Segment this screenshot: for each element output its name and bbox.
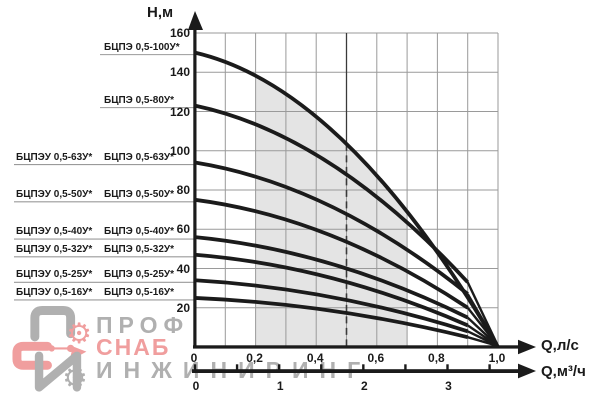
x-tick-label-m3h-2: 2 [360,379,368,393]
pump-curve-1 [194,103,470,284]
pump-label-5: БЦПЭ 0,5-32У* [104,243,175,255]
pump-label-2: БЦПЭ 0,5-63У* [104,151,175,163]
m3h-axis-tick [404,364,407,370]
logo-letter-p [30,306,76,342]
x-tick-label-m3h-0: 0 [192,379,200,393]
pump-label-secondary-5: БЦПЭУ 0,5-32У* [16,243,93,255]
y-tick-label-40: 40 [176,261,190,276]
pump-curve-3 [194,197,469,310]
watermark-text-prof: ПРОФ [96,312,190,338]
x-tick-label-lps-1: 0,2 [246,351,263,365]
pump-curve-0 [194,50,500,348]
m3h-axis-tick [235,364,239,370]
y-tick-label-120: 120 [169,104,190,119]
gear-icon: ⚙ [62,361,87,394]
m3h-axis-tick [362,364,365,370]
y-tick-label-160: 160 [169,26,190,40]
x-tick-label-lps-3: 0,6 [367,351,385,365]
pump-label-3: БЦПЭ 0,5-50У* [104,188,175,200]
watermark-text-snab: СНАБ [96,334,171,360]
m3h-axis-tick [320,364,323,370]
x-tick-label-m3h-1: 1 [276,379,284,393]
logo-circuit-dot [48,345,55,352]
pump-label-secondary-6: БЦПЭУ 0,5-25У* [16,269,93,281]
x-axis-m3h-line [192,369,521,373]
pump-label-secondary-2: БЦПЭУ 0,5-63У* [16,151,93,163]
pump-label-0: БЦПЭ 0,5-100У* [104,41,180,53]
m3h-axis-tick [277,364,281,370]
pump-curve-end-segment-2 [466,293,500,347]
gear-icon: ⚙ [66,317,91,350]
logo-letter-i [34,351,82,392]
y-tick-label-80: 80 [176,183,190,197]
pump-curve-end-segment-7 [467,336,499,348]
m3h-axis-tick [193,364,197,370]
x-tick-label-m3h-3: 3 [445,379,452,393]
x-axis-title-lps: Q,л/с [541,337,579,354]
pump-curve-2 [194,160,469,296]
pump-label-secondary-4: БЦПЭУ 0,5-40У* [16,226,93,238]
pump-label-secondary-3: БЦПЭУ 0,5-50У* [16,188,93,200]
x-axis-lps-line [193,345,521,349]
y-axis-title: Н,м [147,4,174,21]
x-axis-m3h-arrow-icon [518,363,536,379]
y-tick-label-20: 20 [176,300,190,315]
y-tick-label-60: 60 [176,222,190,237]
m3h-axis-tick [488,364,491,370]
pump-curve-5 [194,252,469,328]
pump-label-7: БЦПЭ 0,5-16У* [104,286,175,298]
x-tick-label-lps-0: 0 [190,351,198,365]
y-tick-label-140: 140 [169,65,190,80]
x-tick-label-lps-5: 1,0 [488,351,506,365]
pump-curve-7 [194,296,469,340]
m3h-axis-tick [446,364,449,370]
y-axis-line [193,26,197,349]
x-tick-label-lps-4: 0,8 [428,351,445,365]
pump-label-secondary-7: БЦПЭУ 0,5-16У* [16,286,93,298]
x-axis-lps-arrow-icon [518,339,536,355]
y-axis-arrow-icon [188,11,203,30]
pump-curve-6 [194,278,469,334]
pump-label-1: БЦПЭ 0,5-80У* [104,94,175,106]
x-tick-label-lps-2: 0,4 [306,351,324,365]
pump-label-4: БЦПЭ 0,5-40У* [104,226,175,238]
watermark-logo: ⚙ ⚙ [12,306,92,394]
x-axis-title-m3h: Q,м³/ч [541,363,586,380]
logo-letter-s [12,341,52,370]
pump-label-6: БЦПЭ 0,5-25У* [104,269,175,281]
pump-curve-4 [194,235,469,320]
y-tick-label-100: 100 [169,143,190,158]
